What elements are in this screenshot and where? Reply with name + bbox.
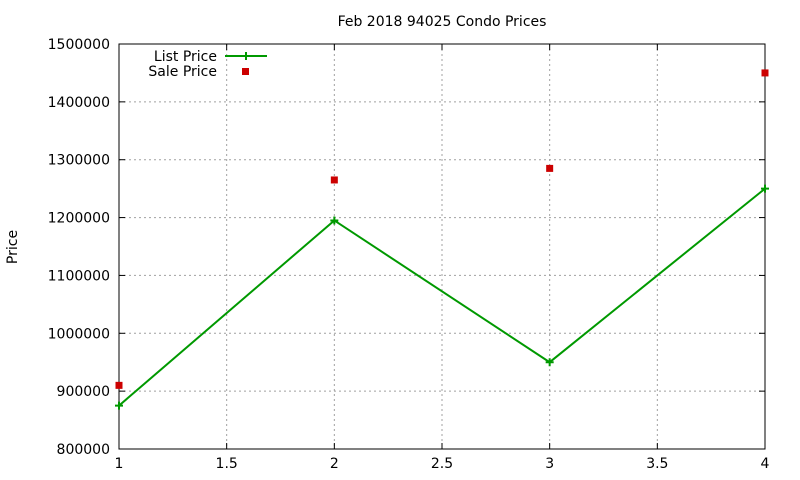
x-tick-label: 2: [330, 456, 339, 472]
sale-price-point: [330, 176, 338, 184]
list-price-point: [115, 401, 123, 410]
y-tick-label: 1100000: [48, 268, 110, 284]
x-tick-label: 2.5: [431, 456, 453, 472]
axis-ticks: 1 1.5 2 2.5 3 3.5 4 800000 900000 1000000 1100000 1…: [48, 37, 770, 472]
series: [115, 69, 769, 410]
list-price-point: [330, 216, 339, 225]
y-axis-title: Price: [5, 230, 21, 264]
grid: [119, 44, 765, 449]
y-tick-label: 800000: [57, 442, 110, 458]
sale-price-point: [546, 164, 554, 172]
y-tick-label: 900000: [57, 384, 110, 400]
y-tick-label: 1200000: [48, 211, 110, 227]
x-tick-label: 1.5: [216, 456, 238, 472]
legend-label-list-price: List Price: [154, 49, 217, 65]
x-tick-label: 3: [545, 456, 554, 472]
list-price-point: [545, 358, 554, 367]
sale-price-point: [115, 381, 123, 389]
x-tick-label: 3.5: [646, 456, 668, 472]
y-tick-label: 1000000: [48, 326, 110, 342]
legend-marker-list-price: [242, 52, 250, 60]
legend-label-sale-price: Sale Price: [148, 64, 217, 80]
sale-price-point: [761, 69, 769, 77]
series-line-list-price: [118, 187, 766, 407]
x-tick-label: 4: [761, 456, 770, 472]
x-tick-label: 1: [115, 456, 124, 472]
legend-marker-sale-price: [242, 68, 249, 75]
y-tick-label: 1500000: [48, 37, 110, 53]
y-tick-label: 1300000: [48, 153, 110, 169]
chart-title: Feb 2018 94025 Condo Prices: [338, 14, 547, 30]
legend: List Price Sale Price: [148, 49, 267, 80]
list-price-point: [761, 184, 769, 193]
y-tick-label: 1400000: [48, 95, 110, 111]
